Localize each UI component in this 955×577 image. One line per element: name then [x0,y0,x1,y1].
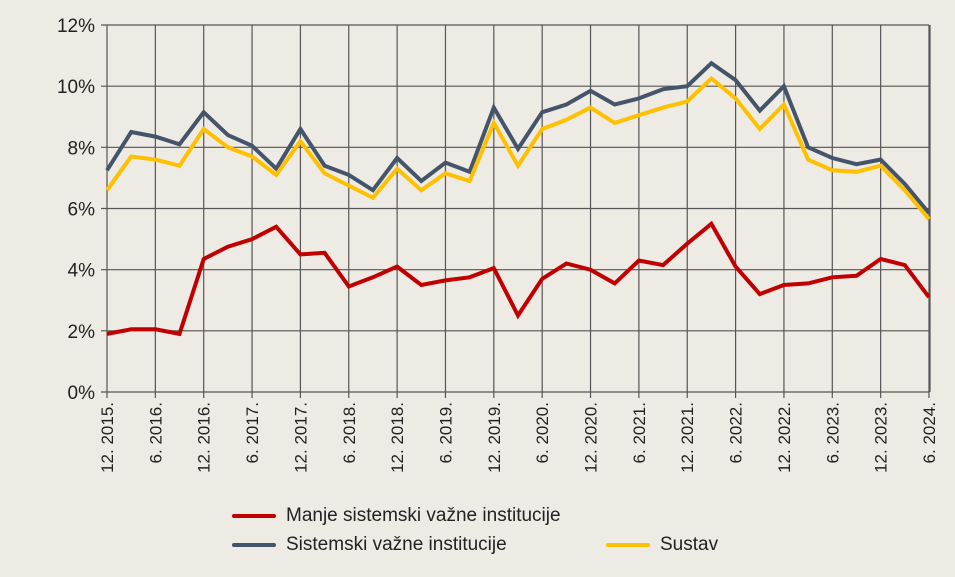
y-tick-label: 0% [68,383,96,404]
x-tick-label: 6. 2018. [340,402,359,463]
x-tick-label: 6. 2020. [533,402,552,463]
x-tick-label: 12. 2020. [582,402,601,473]
legend-item-manje: Manje sistemski važne institucije [232,505,561,527]
legend-label: Sistemski važne institucije [286,534,507,555]
x-tick-label: 6. 2016. [146,402,165,463]
x-tick-label: 12. 2018. [388,402,407,473]
y-axis: 0% 2% 4% 6% 8% 10% 12% [57,16,95,404]
x-tick-label: 12. 2021. [678,402,697,473]
x-tick-label: 6. 2023. [823,402,842,463]
grid [101,24,931,398]
y-tick-label: 12% [57,16,95,37]
y-tick-label: 4% [68,261,96,282]
legend-item-sustav: Sustav [606,534,718,556]
legend-label: Sustav [660,534,719,555]
x-tick-label: 6. 2024. [920,402,939,463]
x-tick-label: 12. 2017. [291,402,310,473]
y-tick-label: 10% [57,77,95,98]
legend-swatch-yellow [606,543,650,547]
x-tick-label: 6. 2022. [727,402,746,463]
y-tick-label: 2% [68,322,96,343]
x-tick-label: 12. 2016. [195,402,214,473]
series-line-2 [105,75,931,221]
series-line-0 [106,220,931,337]
y-tick-label: 8% [68,138,96,159]
legend-swatch-grey [232,543,276,547]
legend-swatch-red [232,514,276,518]
x-tick-label: 12. 2019. [485,402,504,473]
legend-item-sistemski: Sistemski važne institucije [232,534,507,556]
x-tick-label: 6. 2017. [243,402,262,463]
series-lines [105,60,931,337]
x-tick-label: 12. 2022. [775,402,794,473]
x-tick-label: 12. 2023. [872,402,891,473]
y-tick-label: 6% [68,200,96,221]
x-tick-label: 6. 2019. [436,402,455,463]
series-line-1 [105,60,931,215]
x-tick-label: 12. 2015. [98,402,117,473]
x-axis: 12. 2015. 6. 2016. 12. 2016. 6. 2017. 12. 20… [98,402,939,473]
x-tick-label: 6. 2021. [630,402,649,463]
legend-label: Manje sistemski važne institucije [286,505,561,526]
